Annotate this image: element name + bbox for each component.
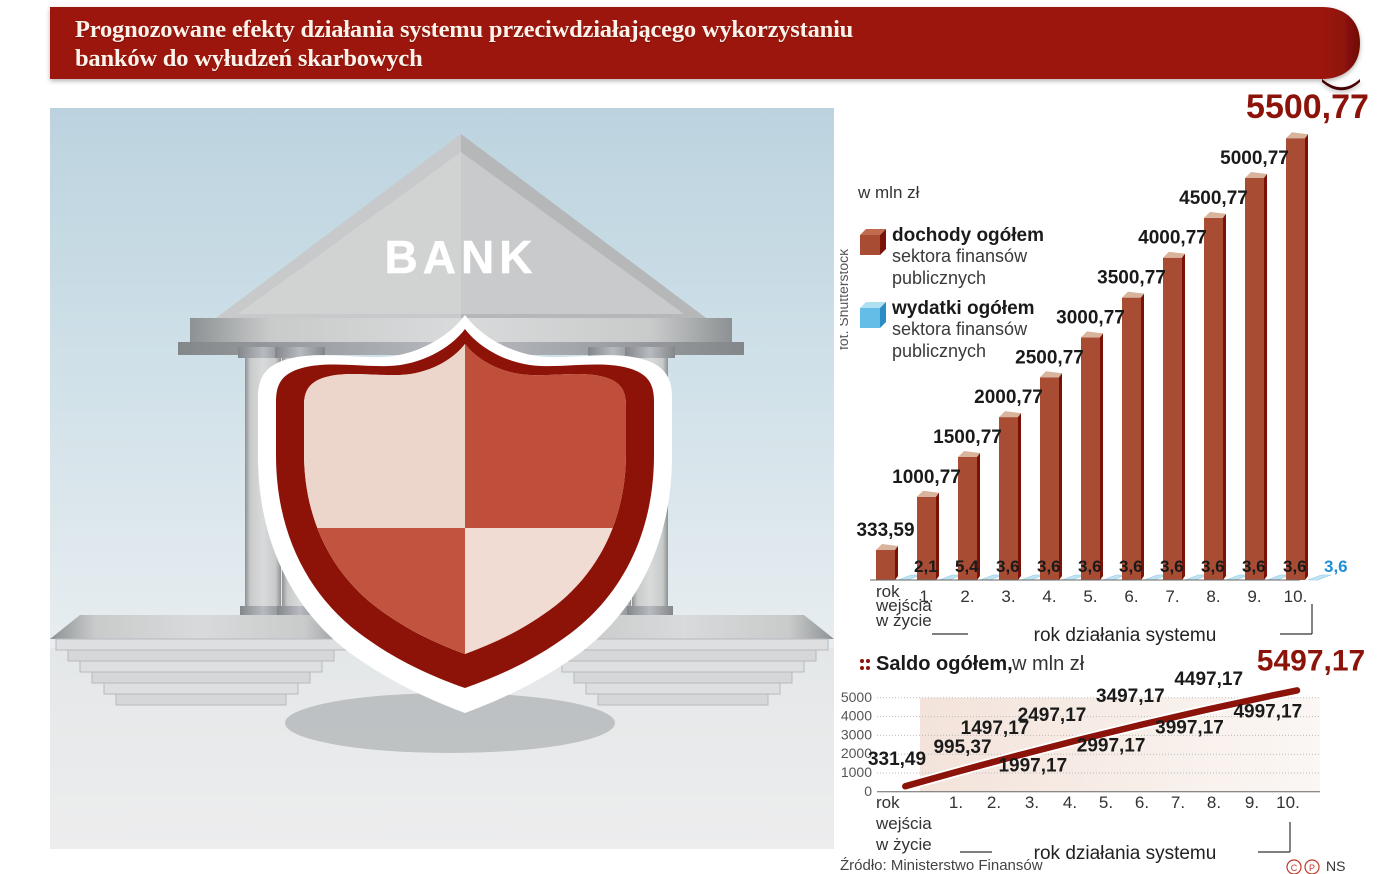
svg-text:1.: 1.	[919, 587, 933, 606]
svg-text:8.: 8.	[1206, 587, 1220, 606]
svg-text:3,6: 3,6	[996, 557, 1020, 576]
svg-text:sektora finansów: sektora finansów	[892, 246, 1028, 266]
svg-text:publicznych: publicznych	[892, 341, 986, 361]
svg-text:fot. Shutterstock: fot. Shutterstock	[840, 248, 851, 350]
svg-text:9.: 9.	[1247, 587, 1261, 606]
svg-text:333,59: 333,59	[856, 520, 914, 541]
svg-text:3497,17: 3497,17	[1096, 686, 1165, 707]
svg-text:2.: 2.	[960, 587, 974, 606]
svg-text:2000,77: 2000,77	[974, 387, 1043, 408]
svg-text:331,49: 331,49	[868, 749, 926, 770]
svg-text:5000,77: 5000,77	[1220, 148, 1289, 169]
svg-text:3,6: 3,6	[1037, 557, 1061, 576]
svg-text:P: P	[1309, 863, 1315, 873]
svg-text:1997,17: 1997,17	[998, 756, 1067, 777]
svg-text:4.: 4.	[1063, 793, 1077, 812]
svg-text:5500,77: 5500,77	[1246, 90, 1369, 126]
svg-text:w mln zł: w mln zł	[1011, 653, 1085, 675]
svg-text:3.: 3.	[1025, 793, 1039, 812]
svg-text:2,1: 2,1	[914, 557, 938, 576]
svg-text:1.: 1.	[949, 793, 963, 812]
svg-text:3.: 3.	[1001, 587, 1015, 606]
svg-text:2997,17: 2997,17	[1077, 735, 1146, 756]
svg-text:4500,77: 4500,77	[1179, 188, 1248, 209]
svg-text:3997,17: 3997,17	[1155, 717, 1224, 738]
svg-text:10.: 10.	[1276, 793, 1300, 812]
svg-text:rok: rok	[876, 793, 900, 812]
svg-text:995,37: 995,37	[933, 737, 991, 758]
svg-text:4497,17: 4497,17	[1174, 669, 1243, 690]
svg-text:NS: NS	[1326, 858, 1345, 874]
svg-text:4997,17: 4997,17	[1233, 702, 1302, 723]
svg-text:2500,77: 2500,77	[1015, 347, 1084, 368]
svg-text:7.: 7.	[1171, 793, 1185, 812]
svg-text:3000,77: 3000,77	[1056, 307, 1125, 328]
svg-text:3,6: 3,6	[1201, 557, 1225, 576]
svg-text:3000: 3000	[841, 726, 872, 742]
svg-text:6.: 6.	[1135, 793, 1149, 812]
svg-text:BANK: BANK	[385, 231, 538, 283]
svg-text:rok działania systemu: rok działania systemu	[1034, 843, 1217, 864]
svg-text:3,6: 3,6	[1160, 557, 1184, 576]
svg-text:4.: 4.	[1042, 587, 1056, 606]
svg-text:rok działania systemu: rok działania systemu	[1034, 625, 1217, 646]
svg-text:5,4: 5,4	[955, 557, 979, 576]
svg-text:w życie: w życie	[875, 611, 932, 630]
svg-text:w życie: w życie	[875, 835, 932, 854]
svg-text:1500,77: 1500,77	[933, 427, 1002, 448]
svg-text:7.: 7.	[1165, 587, 1179, 606]
svg-text:C: C	[1291, 863, 1298, 873]
svg-text:6.: 6.	[1124, 587, 1138, 606]
svg-text:2497,17: 2497,17	[1018, 705, 1087, 726]
svg-text:3,6: 3,6	[1324, 557, 1348, 576]
svg-text:4000: 4000	[841, 708, 872, 724]
svg-text:5497,17: 5497,17	[1257, 650, 1365, 677]
svg-text:5000: 5000	[841, 689, 872, 705]
svg-text:3,6: 3,6	[1078, 557, 1102, 576]
svg-text:9.: 9.	[1245, 793, 1259, 812]
svg-text:10.: 10.	[1284, 587, 1308, 606]
svg-text:wydatki ogółem: wydatki ogółem	[891, 298, 1035, 319]
svg-text:1000,77: 1000,77	[892, 467, 961, 488]
svg-text:3,6: 3,6	[1283, 557, 1307, 576]
svg-text:publicznych: publicznych	[892, 268, 986, 288]
svg-text:5.: 5.	[1099, 793, 1113, 812]
svg-text:sektora finansów: sektora finansów	[892, 319, 1028, 339]
svg-text:2.: 2.	[987, 793, 1001, 812]
svg-text:5.: 5.	[1083, 587, 1097, 606]
svg-text:wejścia: wejścia	[875, 814, 932, 833]
svg-text:4000,77: 4000,77	[1138, 228, 1207, 249]
svg-text:3,6: 3,6	[1119, 557, 1143, 576]
svg-text:w mln zł: w mln zł	[857, 183, 920, 202]
svg-text:3,6: 3,6	[1242, 557, 1266, 576]
svg-text:3500,77: 3500,77	[1097, 268, 1166, 289]
svg-text:8.: 8.	[1207, 793, 1221, 812]
svg-text:Źródło: Ministerstwo Finansów: Źródło: Ministerstwo Finansów	[840, 857, 1043, 874]
svg-text:Saldo ogółem,: Saldo ogółem,	[876, 653, 1013, 675]
svg-text:dochody ogółem: dochody ogółem	[892, 225, 1044, 246]
svg-text:0: 0	[864, 783, 872, 799]
